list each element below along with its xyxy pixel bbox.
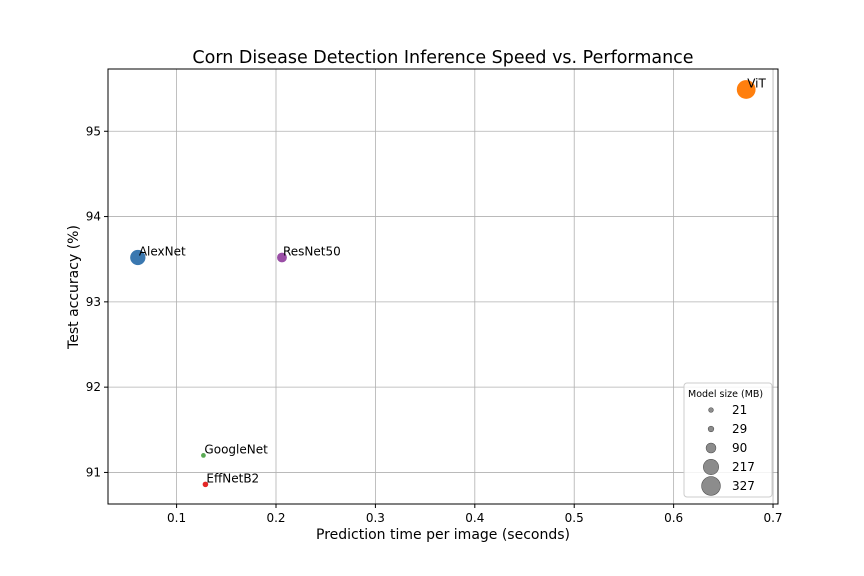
plot-frame bbox=[107, 68, 779, 505]
x-tick-label: 0.5 bbox=[565, 511, 584, 525]
data-point bbox=[130, 249, 146, 266]
legend-label: 29 bbox=[732, 422, 747, 436]
y-tick-label: 92 bbox=[86, 380, 101, 394]
chart-title: Corn Disease Detection Inference Speed v… bbox=[192, 48, 693, 68]
data-point bbox=[202, 481, 209, 488]
legend-label: 90 bbox=[732, 441, 747, 455]
x-tick-label: 0.6 bbox=[664, 511, 683, 525]
y-tick-label: 91 bbox=[86, 465, 101, 479]
size-legend: Model size (MB) 21 29 90 217 327 bbox=[683, 382, 773, 498]
legend-title: Model size (MB) bbox=[688, 389, 763, 400]
x-axis-ticks: 0.1 0.2 0.3 0.4 0.5 0.6 0.7 bbox=[167, 504, 783, 525]
data-point bbox=[736, 80, 756, 99]
legend-label: 217 bbox=[732, 460, 755, 474]
y-tick-label: 95 bbox=[86, 124, 101, 138]
legend-box bbox=[683, 382, 773, 498]
legend-marker bbox=[708, 407, 714, 413]
x-tick-label: 0.7 bbox=[763, 511, 782, 525]
legend-marker bbox=[705, 442, 717, 454]
data-point bbox=[277, 252, 287, 263]
y-tick-label: 94 bbox=[86, 210, 101, 224]
y-tick-label: 93 bbox=[86, 295, 101, 309]
legend-label: 327 bbox=[732, 479, 755, 493]
x-tick-label: 0.3 bbox=[366, 511, 385, 525]
point-label: ViT bbox=[747, 76, 766, 90]
x-axis-label: Prediction time per image (seconds) bbox=[316, 527, 570, 543]
y-axis-label: Test accuracy (%) bbox=[66, 225, 82, 350]
legend-marker bbox=[701, 476, 721, 496]
point-label: AlexNet bbox=[139, 245, 186, 259]
x-tick-label: 0.4 bbox=[465, 511, 484, 525]
data-points: AlexNet ResNet50 GoogleNet EffNetB2 ViT bbox=[130, 76, 766, 488]
data-point bbox=[201, 452, 206, 458]
point-label: ResNet50 bbox=[283, 245, 341, 259]
legend-marker bbox=[703, 459, 719, 475]
legend-marker bbox=[707, 425, 715, 433]
point-label: EffNetB2 bbox=[206, 471, 259, 485]
grid bbox=[108, 69, 778, 504]
x-tick-label: 0.1 bbox=[167, 511, 186, 525]
point-label: GoogleNet bbox=[204, 442, 268, 456]
x-tick-label: 0.2 bbox=[266, 511, 285, 525]
legend-label: 21 bbox=[732, 403, 747, 417]
y-axis-ticks: 91 92 93 94 95 bbox=[86, 124, 108, 479]
